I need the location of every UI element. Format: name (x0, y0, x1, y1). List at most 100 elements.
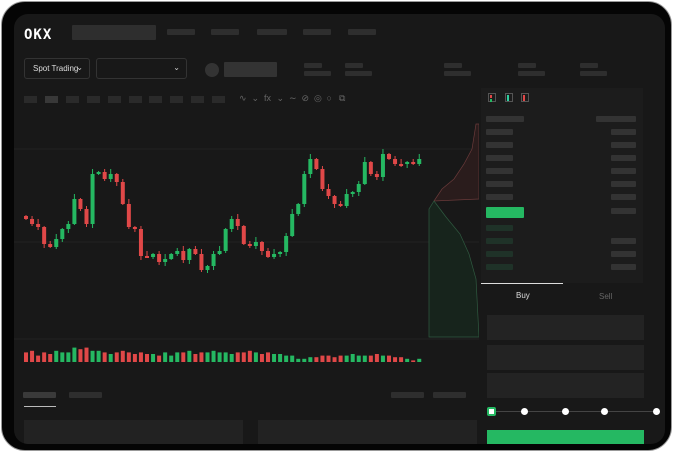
candle (132, 227, 137, 229)
filter-button[interactable] (391, 392, 424, 398)
orderbook-both-icon[interactable] (488, 93, 496, 102)
candle (296, 204, 301, 214)
candle (332, 196, 337, 204)
filter-button[interactable] (433, 392, 466, 398)
amount-input[interactable] (487, 345, 644, 370)
orderbook-asks-icon[interactable] (521, 93, 529, 102)
price-input[interactable] (487, 315, 644, 340)
bid-price (486, 251, 513, 257)
candle (90, 174, 95, 224)
chart-tool-icon[interactable]: ⌄ (276, 93, 285, 103)
candle (344, 194, 349, 206)
slider-handle[interactable] (487, 407, 496, 416)
candle (259, 242, 264, 251)
candle (356, 184, 361, 192)
candle (387, 154, 391, 159)
candle (96, 172, 101, 174)
candle (314, 159, 319, 169)
dropdown-label: Spot Trading (33, 64, 79, 73)
candle (417, 159, 422, 164)
order-book (481, 88, 643, 283)
volume-bar (169, 355, 174, 362)
chart-tool-icon[interactable]: ○ (326, 93, 332, 103)
slider-stop-25[interactable] (521, 408, 528, 415)
candle (308, 159, 313, 174)
chart-tool-icon[interactable]: fx (264, 93, 272, 103)
candle (163, 259, 168, 262)
ask-amount (611, 129, 636, 135)
stat-label (304, 63, 322, 68)
volume-bar (205, 352, 210, 362)
spot-trading-dropdown[interactable]: Spot Trading ⌄ (24, 58, 90, 79)
total-input[interactable] (487, 373, 644, 398)
stat-value (304, 71, 331, 76)
nav-item[interactable] (257, 29, 287, 35)
slider-stop-100[interactable] (653, 408, 660, 415)
orderbook-bids-icon[interactable] (505, 93, 513, 102)
chart-tool-icon[interactable]: ◎ (314, 93, 322, 103)
candle (223, 229, 228, 251)
candle (72, 199, 77, 224)
sell-tab[interactable]: Sell (599, 292, 613, 301)
candle (48, 244, 53, 247)
candle (145, 256, 149, 258)
timeframe-button[interactable] (45, 96, 58, 103)
timeframe-button[interactable] (66, 96, 79, 103)
volume-bar (30, 350, 35, 362)
nav-item[interactable] (211, 29, 239, 35)
volume-bar (36, 355, 41, 362)
chart-tool-icon[interactable]: ⊘ (301, 93, 310, 103)
candle (181, 251, 186, 260)
nav-item[interactable] (303, 29, 331, 35)
timeframe-button[interactable] (108, 96, 121, 103)
stat-value (518, 71, 545, 76)
pair-name (224, 62, 277, 77)
slider-stop-50[interactable] (562, 408, 569, 415)
timeframe-button[interactable] (191, 96, 204, 103)
pair-dropdown[interactable]: ⌄ (96, 58, 187, 79)
tab-open-orders[interactable] (23, 392, 56, 398)
nav-item[interactable] (167, 29, 195, 35)
candle (302, 174, 307, 204)
stat-label (518, 63, 536, 68)
volume-bar (187, 350, 192, 362)
buy-button[interactable] (487, 430, 644, 444)
candle (114, 174, 119, 182)
candle (235, 219, 240, 226)
chart-tool-icon[interactable]: ∿ (239, 93, 247, 103)
chart-tool-icon[interactable]: ⧉ (339, 93, 346, 103)
trading-screen: OKX Spot Trading ⌄ ⌄ ∿ ⌄ fx ⌄ ∼ ⊘ ◎ ○ ⧉ Buy Sell (14, 14, 665, 444)
ask-price (486, 142, 513, 148)
timeframe-button[interactable] (170, 96, 183, 103)
candle (138, 229, 143, 256)
timeframe-button[interactable] (87, 96, 100, 103)
volume-bar (193, 354, 198, 362)
stat-label (580, 63, 598, 68)
volume-bar (211, 350, 216, 362)
candle (60, 229, 65, 239)
okx-logo[interactable]: OKX (24, 27, 53, 43)
tab-order-history[interactable] (69, 392, 102, 398)
volume-bar (344, 355, 349, 362)
timeframe-button[interactable] (149, 96, 162, 103)
stat-label (444, 63, 462, 68)
last-price (486, 207, 524, 218)
candle (362, 162, 367, 184)
candle (36, 224, 41, 227)
volume-bar (102, 352, 107, 362)
timeframe-button[interactable] (212, 96, 225, 103)
volume-bar (380, 355, 385, 362)
nav-item[interactable] (348, 29, 376, 35)
buy-tab[interactable]: Buy (516, 291, 530, 300)
timeframe-button[interactable] (129, 96, 142, 103)
chart-tool-icon[interactable]: ∼ (289, 93, 297, 103)
timeframe-button[interactable] (24, 96, 37, 103)
amount-slider[interactable] (492, 411, 657, 412)
chart-tool-icon[interactable]: ⌄ (251, 93, 260, 103)
slider-stop-75[interactable] (601, 408, 608, 415)
active-tab-indicator (481, 283, 563, 284)
candlestick-chart[interactable] (14, 109, 479, 374)
ask-amount (611, 168, 636, 174)
search-bar[interactable] (72, 25, 156, 40)
volume-bar (296, 358, 301, 362)
